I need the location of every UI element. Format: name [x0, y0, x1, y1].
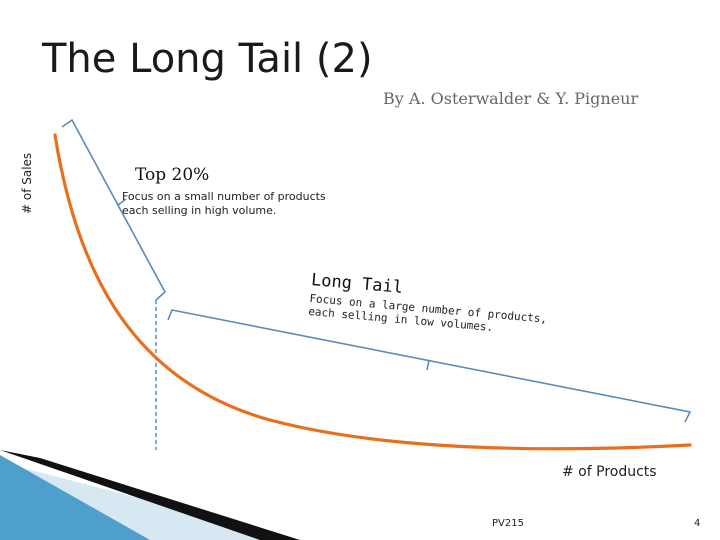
- head-bracket-pointer: [117, 198, 127, 206]
- head-description: Focus on a small number of products each…: [122, 190, 326, 217]
- footer-ribbon-blue: [0, 455, 150, 540]
- head-title: Top 20%: [135, 165, 210, 185]
- slide-title: The Long Tail (2): [42, 36, 373, 82]
- footer-ribbon-dark: [0, 450, 300, 540]
- tail-bracket: [167, 309, 692, 423]
- tail-bracket-pointer: [426, 359, 430, 371]
- demand-curve: [53, 133, 692, 451]
- page-number: 4: [694, 518, 701, 529]
- y-axis-label: # of Sales: [20, 152, 34, 214]
- slide-byline: By A. Osterwalder & Y. Pigneur: [383, 89, 639, 108]
- head-bracket: [61, 118, 167, 301]
- footer-text: PV215: [492, 518, 524, 529]
- x-axis-label: # of Products: [562, 464, 657, 480]
